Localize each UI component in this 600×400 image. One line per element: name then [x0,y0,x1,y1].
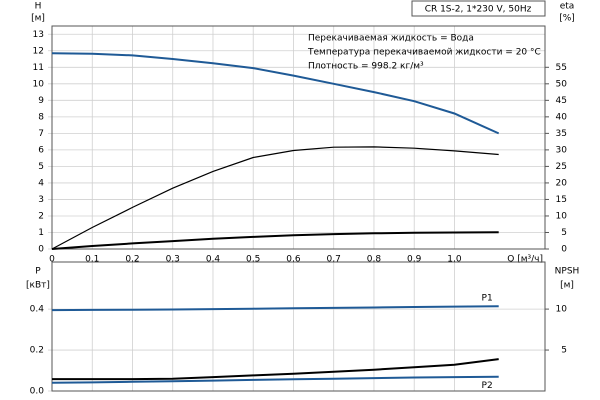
x-tick-label: 0,1 [85,255,99,265]
x-tick-label: 0,9 [407,255,422,265]
y-tick-label: 6 [38,145,44,155]
y2-axis-unit: [%] [559,14,575,24]
y2-tick-label: 50 [556,79,568,89]
curve [51,375,499,384]
y-tick-label: 0 [38,245,44,255]
annotation: Температура перекачиваемой жидкости = 20… [307,48,541,58]
y-tick-label: 4 [38,178,44,188]
x-tick-label: 0,7 [327,255,341,265]
y2-axis-label: eta [560,2,575,12]
x-axis-label: Q [м³/ч] [507,255,543,265]
x-tick-label: 0,5 [246,255,260,265]
y-tick-label: 3 [38,195,44,205]
y-tick-label: 0.0 [30,387,45,397]
plot-frame [51,261,546,392]
y-tick-label: 2 [38,211,44,221]
plot-frame [51,25,546,250]
y2-tick-label: 10 [556,211,568,221]
y2-tick-label: 55 [556,63,567,73]
curve-label: P1 [482,294,493,304]
curve [51,52,500,135]
y2-tick-label: 45 [556,96,567,106]
annotation: Перекачиваемая жидкость = Вода [308,34,474,44]
y-tick-label: 0.4 [30,305,45,315]
model-label: CR 1S-2, 1*230 V, 50Hz [425,5,532,15]
model-box [411,0,546,17]
y2-tick-label: 35 [556,129,567,139]
y2-tick-label: 30 [556,145,568,155]
annotation: Плотность = 998.2 кг/м³ [308,62,424,72]
y-axis-unit: [м] [31,14,45,24]
curve [51,231,499,250]
curve [51,146,499,250]
curve [52,358,499,381]
y2-tick-label: 20 [556,178,568,188]
y-tick-label: 8 [38,112,44,122]
y2-tick-label: 0 [561,245,567,255]
x-tick-label: 0 [49,255,55,265]
y2-axis-unit: [м] [560,281,574,291]
x-tick-label: 0,6 [286,255,301,265]
y2-tick-label: 40 [556,112,568,122]
x-tick-label: 0,4 [206,255,221,265]
y-tick-label: 7 [38,129,44,139]
x-tick-label: 1,0 [447,255,462,265]
curve-label: P2 [482,381,493,391]
curve [51,305,499,312]
y2-tick-label: 5 [561,346,567,356]
y-tick-label: 5 [38,162,44,172]
y2-tick-label: 25 [556,162,567,172]
y-tick-label: 11 [33,63,44,73]
y-axis-unit: [кВт] [26,281,50,291]
y-tick-label: 9 [38,96,44,106]
y2-tick-label: 15 [556,195,567,205]
y-tick-label: 13 [33,30,44,40]
x-tick-label: 0,3 [166,255,180,265]
y-tick-label: 10 [33,79,45,89]
y2-tick-label: 10 [556,305,568,315]
x-tick-label: 0,2 [125,255,139,265]
y2-axis-label: NPSH [555,267,580,277]
y-tick-label: 0.2 [30,346,44,356]
x-tick-label: 0,8 [367,255,382,265]
y-tick-label: 12 [33,46,44,56]
y-tick-label: 1 [38,228,44,238]
y-axis-label: H [35,2,42,12]
y2-tick-label: 5 [561,228,567,238]
y-axis-label: P [35,267,41,277]
